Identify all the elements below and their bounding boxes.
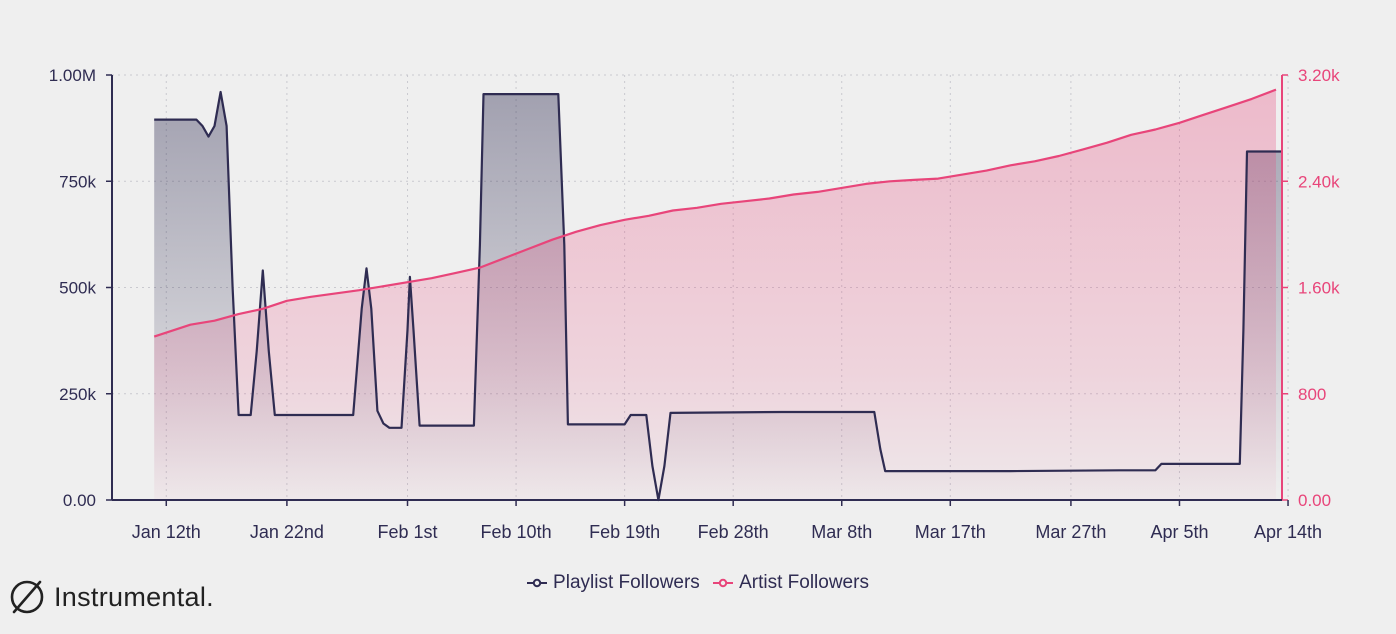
legend: Playlist Followers Artist Followers	[0, 572, 1396, 594]
brand: Instrumental.	[8, 578, 214, 616]
tick-labels: 0.00 250k 500k 750k 1.00M 0.00 800 1.60k 2.40k 3.…	[49, 66, 1340, 542]
x-tick-label: Mar 17th	[915, 522, 986, 542]
left-tick-label: 250k	[59, 385, 96, 404]
legend-label: Artist Followers	[739, 572, 869, 593]
chart: 0.00 250k 500k 750k 1.00M 0.00 800 1.60k 2.40k 3.…	[49, 66, 1340, 542]
right-tick-label: 0.00	[1298, 491, 1331, 510]
legend-label: Playlist Followers	[553, 572, 700, 593]
right-tick-label: 800	[1298, 385, 1326, 404]
legend-marker-pink-icon	[713, 578, 734, 588]
series-areas	[154, 89, 1283, 500]
slashed-circle-icon	[10, 580, 44, 614]
x-tick-label: Apr 5th	[1150, 522, 1208, 542]
left-tick-label: 1.00M	[49, 66, 96, 85]
right-tick-label: 3.20k	[1298, 66, 1340, 85]
x-tick-label: Feb 28th	[698, 522, 769, 542]
x-tick-label: Feb 10th	[481, 522, 552, 542]
right-tick-label: 1.60k	[1298, 279, 1340, 298]
axes	[106, 74, 1289, 506]
right-tick-label: 2.40k	[1298, 172, 1340, 191]
x-tick-label: Feb 1st	[377, 522, 437, 542]
x-tick-label: Mar 27th	[1035, 522, 1106, 542]
left-tick-label: 750k	[59, 172, 96, 191]
x-tick-label: Apr 14th	[1254, 522, 1322, 542]
x-tick-label: Jan 12th	[132, 522, 201, 542]
line-playlist-followers	[154, 90, 1282, 502]
x-tick-label: Feb 19th	[589, 522, 660, 542]
left-tick-label: 0.00	[63, 491, 96, 510]
line-artist-followers	[153, 88, 1277, 338]
legend-marker-navy-icon	[527, 578, 548, 588]
left-tick-label: 500k	[59, 279, 96, 298]
series-lines	[153, 88, 1282, 502]
legend-item-artist-followers[interactable]: Artist Followers	[713, 572, 869, 594]
legend-item-playlist-followers[interactable]: Playlist Followers	[527, 572, 700, 594]
x-tick-label: Jan 22nd	[250, 522, 324, 542]
x-tick-label: Mar 8th	[811, 522, 872, 542]
brand-name: Instrumental.	[54, 581, 214, 612]
area-artist-followers	[154, 89, 1277, 500]
